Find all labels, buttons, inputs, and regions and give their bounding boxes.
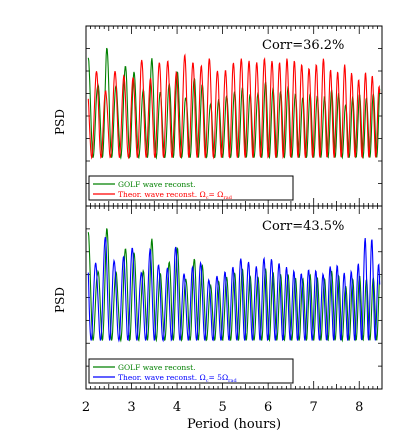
golf-series-line xyxy=(87,47,381,160)
top-legend-golf-label: GOLF wave reconst. xyxy=(118,180,195,189)
top-ylabel: PSD xyxy=(53,109,67,135)
x-tick-label: 4 xyxy=(173,400,181,415)
x-tick-label: 2 xyxy=(82,400,90,415)
x-axis-label: Period (hours) xyxy=(187,417,281,432)
theory-series-line xyxy=(87,53,381,160)
theory-series-line xyxy=(87,236,381,343)
x-tick-label: 6 xyxy=(264,400,272,415)
top-legend-theory-label: Theor. wave reconst. Ωc= Ωrad xyxy=(118,190,233,201)
bottom-panel-series xyxy=(87,228,381,343)
x-tick-label: 3 xyxy=(127,400,135,415)
bottom-legend-golf-label: GOLF wave reconst. xyxy=(118,363,195,372)
x-tick-labels: 2 3 4 5 6 7 8 xyxy=(82,400,364,415)
x-tick-label: 5 xyxy=(218,400,226,415)
bottom-legend: GOLF wave reconst. Theor. wave reconst. … xyxy=(88,358,294,384)
top-panel-ticks xyxy=(85,26,383,206)
bottom-panel-ticks xyxy=(85,206,383,389)
bottom-legend-theory-label: Theor. wave reconst. Ωc= 5Ωrad xyxy=(118,373,238,384)
top-legend: GOLF wave reconst. Theor. wave reconst. … xyxy=(88,175,294,201)
top-corr-annotation: Corr=36.2% xyxy=(262,38,344,53)
x-tick-label: 8 xyxy=(355,400,363,415)
bottom-ylabel: PSD xyxy=(53,287,67,313)
top-panel-series xyxy=(87,47,381,160)
bottom-corr-annotation: Corr=43.5% xyxy=(262,219,344,234)
x-tick-label: 7 xyxy=(310,400,318,415)
